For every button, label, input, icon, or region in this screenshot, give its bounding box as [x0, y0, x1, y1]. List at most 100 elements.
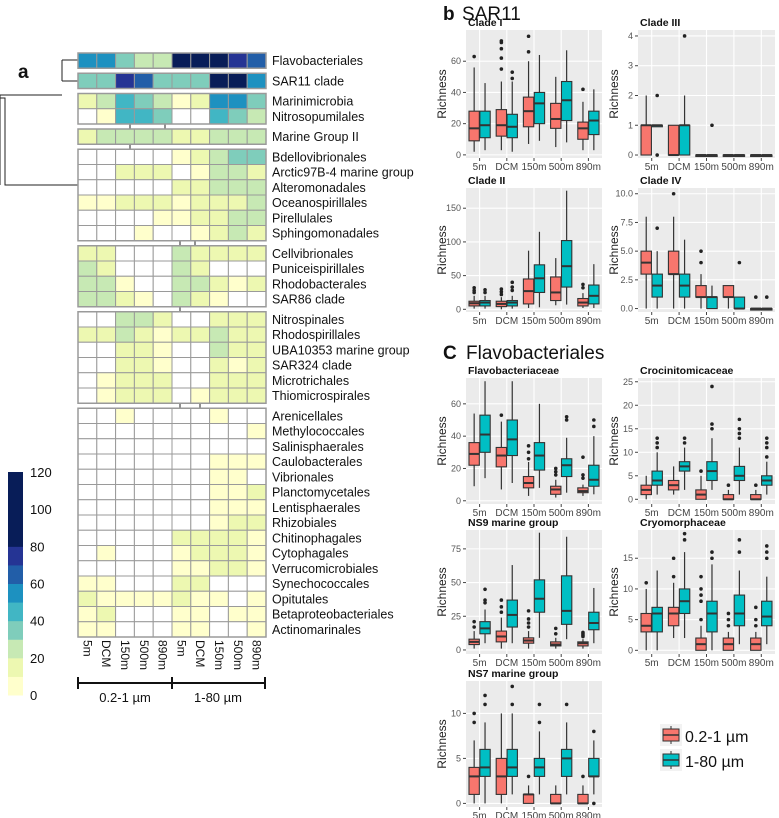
- x-tick-label: 890m: [576, 316, 601, 327]
- heatmap-cell: [77, 72, 98, 89]
- heatmap-cell: [190, 468, 211, 485]
- heatmap-row-label: SAR86 clade: [272, 293, 345, 307]
- heatmap-cell: [209, 164, 229, 181]
- heatmap-row-label: SAR11 clade: [272, 74, 344, 88]
- y-tick-label: 0: [456, 496, 461, 506]
- y-tick-label: 5: [456, 753, 461, 763]
- heatmap-cell: [152, 590, 173, 607]
- y-tick-label: 60: [451, 399, 461, 409]
- heatmap-column-label: 150m: [118, 640, 132, 670]
- heatmap-row-label: Planctomycetales: [272, 486, 370, 500]
- heatmap-cell: [209, 468, 229, 485]
- heatmap-cell: [96, 514, 117, 531]
- heatmap-cell: [96, 529, 117, 546]
- boxplot-clade-iv: Clade IV 0.0 2.5 5.0 7.5 10.0 Richness 5m DCM 150…: [607, 175, 775, 327]
- heatmap-cell: [227, 499, 248, 516]
- outlier-point: [726, 611, 731, 616]
- box-small-fraction: [667, 466, 680, 495]
- outlier-point: [726, 617, 731, 622]
- heatmap-cell: [152, 225, 173, 242]
- outlier-point: [592, 801, 596, 806]
- heatmap-cell: [96, 311, 117, 328]
- heatmap-cell: [246, 453, 267, 470]
- colorbar-tick-label: 40: [30, 614, 44, 629]
- y-axis-label: Richness: [435, 69, 449, 118]
- box-large-fraction: [761, 154, 773, 158]
- heatmap-cell: [133, 545, 154, 562]
- heatmap-cell: [77, 453, 98, 470]
- heatmap-cell: [96, 372, 117, 389]
- outlier-point: [644, 580, 649, 585]
- outlier-point: [581, 630, 585, 635]
- heatmap-cell: [77, 484, 98, 501]
- x-tick-label: 150m: [694, 162, 719, 173]
- heatmap-cell: [77, 291, 98, 308]
- heatmap-cell: [96, 245, 117, 262]
- outlier-point: [472, 288, 476, 293]
- box-large-fraction: [479, 83, 491, 151]
- outlier-point: [483, 702, 487, 707]
- heatmap-cell: [209, 52, 229, 69]
- box-large-fraction: [479, 287, 491, 309]
- heatmap-cell: [209, 514, 229, 531]
- heatmap-cell: [246, 372, 267, 389]
- heatmap-column-label: DCM: [99, 640, 113, 667]
- heatmap-cell: [227, 590, 248, 607]
- heatmap-cell: [152, 453, 173, 470]
- outlier-point: [699, 599, 703, 604]
- box-large-fraction: [733, 417, 746, 495]
- heatmap-cell: [96, 621, 117, 638]
- heatmap-cell: [115, 164, 135, 181]
- heatmap-cell: [209, 275, 229, 292]
- y-tick-label: 100: [446, 237, 461, 247]
- heatmap-column-label: 500m: [137, 640, 151, 670]
- outlier-point: [682, 531, 687, 536]
- box-large-fraction: [560, 702, 573, 795]
- colorbar-bin: [8, 546, 23, 566]
- outlier-point: [699, 260, 703, 265]
- y-axis-label: Richness: [435, 416, 449, 465]
- heatmap-cell: [190, 529, 211, 546]
- x-tick-label: DCM: [668, 316, 691, 327]
- heatmap-row-label: Vibrionales: [272, 470, 334, 484]
- box-large-fraction: [560, 190, 573, 305]
- heatmap-cell: [115, 148, 135, 165]
- heatmap-cell: [171, 326, 192, 343]
- heatmap-cell: [133, 514, 154, 531]
- box-small-fraction: [522, 774, 535, 804]
- heatmap-cell: [133, 225, 154, 242]
- heatmap-cell: [152, 194, 173, 211]
- heatmap-row-label: Methylococcales: [272, 425, 364, 439]
- colorbar-bin: [8, 657, 23, 677]
- x-tick-label: 500m: [549, 658, 574, 669]
- heatmap-cell: [133, 407, 154, 424]
- heatmap-cell: [115, 621, 135, 638]
- x-tick-label: DCM: [495, 316, 518, 327]
- heatmap-cell: [133, 128, 154, 145]
- x-tick-label: 5m: [473, 162, 487, 173]
- heatmap-cell: [152, 499, 173, 516]
- box-small-fraction: [495, 413, 508, 490]
- heatmap-cell: [77, 52, 98, 69]
- box-large-fraction: [533, 231, 546, 308]
- colorbar-bin: [8, 564, 23, 584]
- heatmap-cell: [77, 260, 98, 277]
- heatmap-cell: [171, 606, 192, 623]
- box-large-fraction: [651, 436, 663, 495]
- y-tick-label: 5: [628, 471, 633, 481]
- heatmap-cell: [115, 326, 135, 343]
- heatmap-cell: [133, 164, 154, 181]
- heatmap-cell: [96, 468, 117, 485]
- heatmap-cell: [227, 311, 248, 328]
- box-large-fraction: [733, 538, 746, 645]
- heatmap-cell: [227, 148, 248, 165]
- heatmap-cell: [227, 179, 248, 196]
- outlier-point: [710, 426, 714, 431]
- heatmap-cell: [77, 423, 98, 440]
- heatmap-cell: [96, 387, 117, 404]
- outlier-point: [472, 619, 476, 624]
- heatmap-cell: [246, 52, 267, 69]
- heatmap-cell: [227, 372, 248, 389]
